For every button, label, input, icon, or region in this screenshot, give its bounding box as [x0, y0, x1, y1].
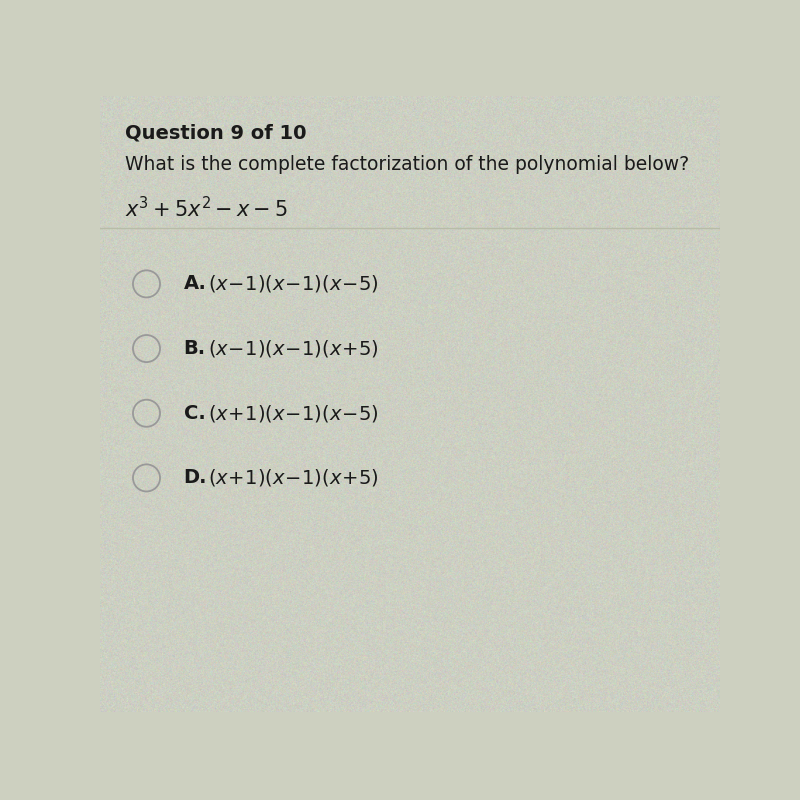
Text: $(x\!-\!1)(x\!-\!1)(x\!+\!5)$: $(x\!-\!1)(x\!-\!1)(x\!+\!5)$: [209, 338, 379, 359]
Text: Question 9 of 10: Question 9 of 10: [125, 124, 306, 142]
Text: D.: D.: [184, 469, 207, 487]
Text: $(x\!+\!1)(x\!-\!1)(x\!-\!5)$: $(x\!+\!1)(x\!-\!1)(x\!-\!5)$: [209, 402, 379, 424]
Point: [140, 278, 153, 290]
Text: C.: C.: [184, 404, 206, 422]
Text: $(x\!-\!1)(x\!-\!1)(x\!-\!5)$: $(x\!-\!1)(x\!-\!1)(x\!-\!5)$: [209, 274, 379, 294]
Point: [140, 407, 153, 420]
Text: What is the complete factorization of the polynomial below?: What is the complete factorization of th…: [125, 154, 689, 174]
Point: [140, 471, 153, 484]
Text: $x^3 + 5x^2 - x - 5$: $x^3 + 5x^2 - x - 5$: [125, 196, 288, 221]
Text: $(x\!+\!1)(x\!-\!1)(x\!+\!5)$: $(x\!+\!1)(x\!-\!1)(x\!+\!5)$: [209, 467, 379, 489]
Point: [140, 342, 153, 355]
Text: A.: A.: [184, 274, 206, 294]
Text: B.: B.: [184, 339, 206, 358]
